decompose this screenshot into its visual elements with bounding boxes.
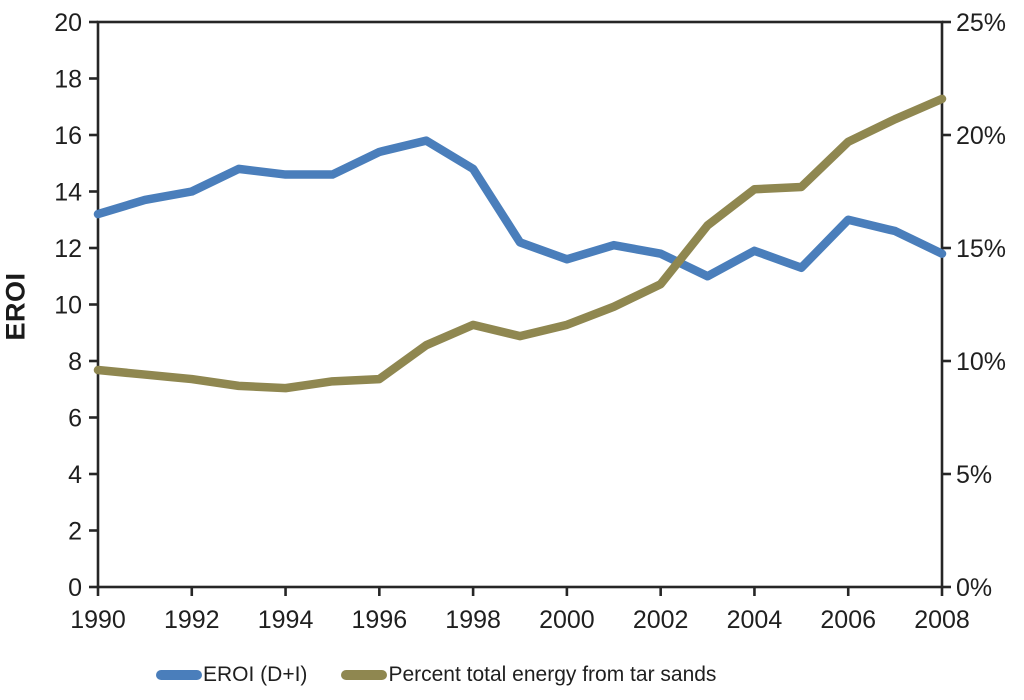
left-axis-tick-label: 4	[68, 461, 82, 489]
x-axis-tick-label: 1992	[164, 606, 220, 634]
plot-border	[96, 20, 944, 589]
legend-item-eroi: EROI (D+I)	[156, 663, 307, 687]
right-axis-tick-label: 5%	[956, 461, 992, 489]
left-axis-tick-label: 10	[54, 292, 82, 320]
left-axis-tick-label: 8	[68, 348, 82, 376]
legend: EROI (D+I) Percent total energy from tar…	[156, 663, 716, 687]
x-axis-tick-label: 1990	[70, 606, 126, 634]
right-axis-tick-label: 0%	[956, 574, 992, 602]
x-axis-tick-label: 2000	[539, 606, 595, 634]
x-axis-tick-label: 2004	[727, 606, 783, 634]
x-axis-tick-label: 1998	[445, 606, 501, 634]
left-axis-tick-label: 18	[54, 66, 82, 94]
tar-sands-line-swatch	[341, 670, 388, 680]
right-axis-tick-label: 15%	[956, 235, 1006, 263]
legend-label-eroi: EROI (D+I)	[203, 663, 308, 686]
left-axis-tick-label: 0	[68, 574, 82, 602]
left-axis-tick-label: 2	[68, 518, 82, 546]
eroi-line	[93, 136, 947, 281]
legend-item-tar-sands: Percent total energy from tar sands	[341, 663, 716, 687]
x-axis-tick-label: 1996	[352, 606, 408, 634]
left-axis-tick-label: 20	[54, 9, 82, 37]
eroi-line-swatch	[156, 670, 202, 680]
left-axis-title: EROI	[0, 272, 31, 341]
left-axis-tick-label: 6	[68, 405, 82, 433]
x-axis-tick-label: 2008	[914, 606, 970, 634]
tar-sands-line	[93, 94, 947, 393]
right-axis-tick-label: 20%	[956, 122, 1006, 150]
left-axis-tick-label: 12	[54, 235, 82, 263]
right-axis-tick-label: 10%	[956, 348, 1006, 376]
legend-label-tar-sands: Percent total energy from tar sands	[388, 663, 717, 686]
x-axis-tick-label: 2002	[633, 606, 689, 634]
left-axis-tick-label: 14	[54, 179, 82, 207]
left-axis-tick-label: 16	[54, 122, 82, 150]
x-axis-tick-label: 1994	[258, 606, 314, 634]
x-axis-tick-label: 2006	[820, 606, 876, 634]
right-axis-tick-label: 25%	[956, 9, 1006, 37]
